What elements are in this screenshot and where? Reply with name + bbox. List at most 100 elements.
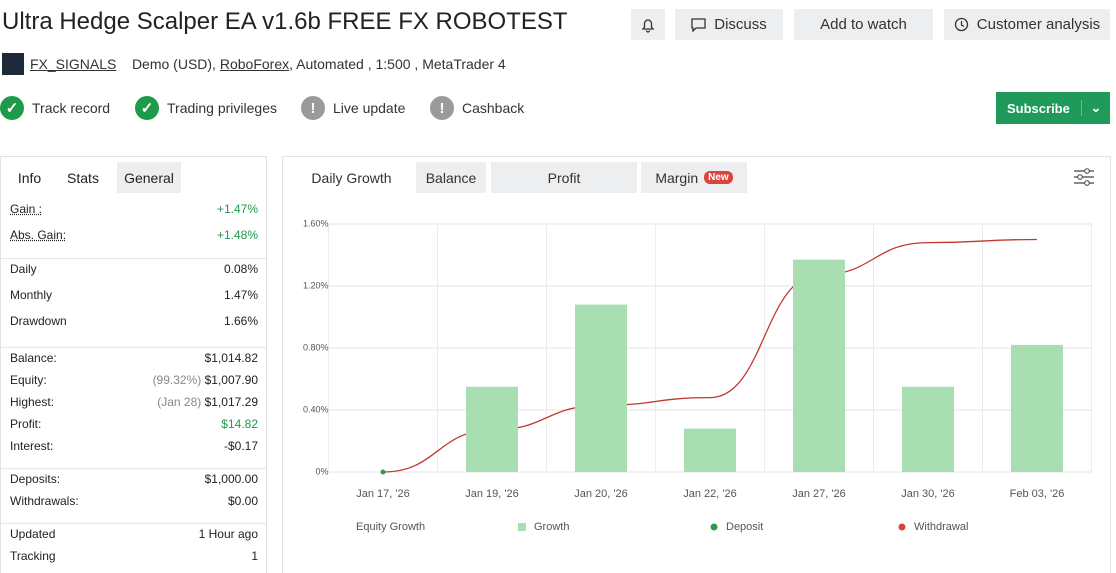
- discuss-button[interactable]: Discuss: [675, 9, 783, 40]
- badge-label: Trading privileges: [167, 100, 277, 116]
- row-value-wrap: $1,014.82: [205, 351, 258, 365]
- row-label: Withdrawals:: [10, 494, 79, 508]
- button-label: Discuss: [714, 16, 767, 33]
- chart-tab[interactable]: Balance: [416, 162, 486, 193]
- y-tick-label: 0.80%: [303, 342, 329, 352]
- row-value: 1 Hour ago: [198, 527, 258, 541]
- chart-tab[interactable]: Profit: [491, 162, 637, 193]
- info-row: Gain : +1.47%: [10, 202, 258, 216]
- separator: [1, 258, 266, 259]
- account-type: Demo (USD),: [131, 56, 216, 72]
- info-row: Updated 1 Hour ago: [10, 527, 258, 541]
- badge: ✓ Trading privileges: [135, 96, 277, 120]
- row-value: 1.47%: [223, 288, 258, 302]
- chart-tab[interactable]: Margin New: [641, 162, 747, 193]
- separator: [1, 347, 266, 348]
- row-label: Balance:: [10, 351, 57, 365]
- y-tick-label: 1.20%: [303, 280, 329, 290]
- clock-icon: [954, 17, 968, 32]
- legend-label: Deposit: [726, 521, 763, 533]
- row-label: Drawdown: [10, 314, 67, 328]
- badge: ! Cashback: [430, 96, 524, 120]
- info-row: Profit: $14.82: [10, 417, 258, 431]
- dropdown-arrow[interactable]: ⌄: [1081, 100, 1110, 116]
- info-row: Deposits: $1,000.00: [10, 472, 258, 486]
- row-label: Tracking: [10, 549, 56, 563]
- row-value: $14.82: [221, 417, 258, 431]
- chart-panel: Daily GrowthBalanceProfitDrawdownMarginN…: [282, 156, 1111, 573]
- row-value: 0.08%: [223, 262, 258, 276]
- subscribe-label: Subscribe: [1007, 100, 1070, 116]
- row-value-wrap: 1 Hour ago: [199, 527, 258, 541]
- account-details: , Automated , 1:500 ,: [289, 56, 419, 72]
- bar: [466, 386, 518, 472]
- broker-link[interactable]: RoboForex: [219, 56, 290, 72]
- button-label: Add to watch: [820, 16, 907, 33]
- x-tick-label: Feb 03, '26: [1010, 488, 1065, 500]
- info-row: Equity: (99.32%) $1,007.90: [10, 373, 258, 387]
- info-tab[interactable]: Stats: [67, 169, 99, 186]
- legend-swatch: [710, 523, 718, 531]
- legend-label: Withdrawal: [914, 521, 968, 533]
- row-value-wrap: $14.82: [221, 417, 258, 431]
- row-label: Interest:: [10, 439, 54, 453]
- row-note: (99.32%): [152, 373, 202, 387]
- x-tick-label: Jan 17, '26: [356, 488, 409, 500]
- row-value-wrap: -$0.17: [224, 439, 258, 453]
- x-tick-label: Jan 20, '26: [574, 488, 627, 500]
- info-row: Withdrawals: $0.00: [10, 494, 258, 508]
- x-tick-label: Jan 27, '26: [792, 488, 845, 500]
- row-value: 1: [251, 549, 258, 563]
- legend-swatch: [898, 523, 906, 531]
- row-value: +1.48%: [216, 228, 258, 242]
- title: Ultra Hedge Scalper EA v1.6b FREE FX ROB…: [2, 8, 568, 35]
- row-value: $1,017.29: [204, 395, 258, 409]
- x-tick-label: Jan 30, '26: [901, 488, 954, 500]
- info-panel: Info Stats General Gain : +1.47% Abs. Gain: +1…: [0, 156, 267, 573]
- watch-button[interactable]: Add to watch: [794, 9, 933, 40]
- row-label: Abs. Gain:: [10, 228, 67, 242]
- row-value-wrap: 1: [251, 549, 258, 563]
- info-tab[interactable]: General: [117, 162, 181, 193]
- check-icon: ✓: [135, 96, 159, 120]
- settings-icon[interactable]: [1073, 167, 1095, 187]
- info-row: Highest: (Jan 28) $1,017.29: [10, 395, 258, 409]
- row-label: Monthly: [10, 288, 53, 302]
- info-row: Tracking 1: [10, 549, 258, 563]
- info-tab[interactable]: Info: [17, 169, 42, 186]
- row-value-wrap: (99.32%) $1,007.90: [153, 373, 258, 387]
- analysis-button[interactable]: Customer analysis: [944, 9, 1110, 40]
- row-label: Gain :: [10, 202, 43, 216]
- button-label: Customer analysis: [976, 16, 1101, 33]
- row-label: Updated: [10, 527, 56, 541]
- row-value: 1.66%: [223, 314, 258, 328]
- row-value-wrap: $0.00: [228, 494, 258, 508]
- badge-label: Live update: [333, 100, 406, 116]
- y-tick-label: 1.60%: [303, 218, 329, 228]
- legend-label: Equity Growth: [356, 521, 425, 533]
- user-link[interactable]: FX_SIGNALS: [30, 56, 117, 72]
- separator: [1, 468, 266, 469]
- subscribe-button[interactable]: Subscribe ⌄: [996, 92, 1110, 124]
- info-row: Drawdown 1.66%: [10, 314, 258, 328]
- check-icon: ✓: [0, 96, 24, 120]
- row-label: Deposits:: [10, 472, 61, 486]
- row-value-wrap: 1.47%: [224, 288, 258, 302]
- notify-button[interactable]: [631, 9, 665, 40]
- separator: [1, 523, 266, 524]
- marker: [380, 469, 386, 475]
- legend-swatch: [518, 523, 526, 531]
- row-value-wrap: $1,000.00: [205, 472, 258, 486]
- bar: [793, 259, 845, 472]
- y-tick-label: 0.40%: [303, 404, 329, 414]
- info-row: Monthly 1.47%: [10, 288, 258, 302]
- chart-tab-label: Daily Growth: [311, 169, 392, 186]
- row-value-wrap: 1.66%: [224, 314, 258, 328]
- chart-tab-label: Profit: [547, 169, 581, 186]
- warning-icon: !: [301, 96, 325, 120]
- badge: ✓ Track record: [0, 96, 110, 120]
- chart-tab[interactable]: Daily Growth: [288, 162, 415, 193]
- bar: [1011, 344, 1063, 472]
- badge-label: Cashback: [462, 100, 525, 116]
